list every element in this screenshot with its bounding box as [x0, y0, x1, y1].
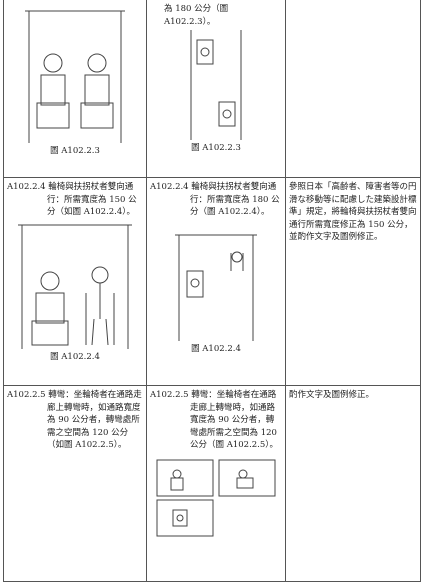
cell-text: 為 180 公分（圖 A102.2.3）。 — [164, 4, 229, 27]
cell: A102.2.4 輪椅與扶拐杖者雙向通行：所需寬度為 180 公分（圖 A102… — [146, 177, 286, 386]
cell: 酌作文字及圖例修正。 — [285, 385, 421, 582]
figure — [25, 10, 125, 143]
cell-text: 酌作文字及圖例修正。 — [289, 390, 375, 400]
figure — [175, 234, 257, 341]
figure-caption: 圖 A102.2.3 — [50, 146, 100, 156]
figure — [156, 459, 276, 536]
cell-text: A102.2.4 輪椅與扶拐杖者雙向通行：所需寬度為 150 公分（如圖 A10… — [7, 182, 137, 217]
figure-caption: 圖 A102.2.3 — [191, 143, 241, 153]
cell: 參照日本「高齢者、障害者等の円滑な移動等に配慮した建築設計標準」規定，將輪椅與扶… — [285, 177, 421, 386]
cell: A102.2.4 輪椅與扶拐杖者雙向通行：所需寬度為 150 公分（如圖 A10… — [3, 177, 147, 386]
figure — [18, 224, 132, 349]
figure-caption: 圖 A102.2.4 — [50, 351, 100, 362]
cell: A102.2.5 轉彎：坐輪椅者在通路走廊上轉彎時，如通路寬度為 90 公分者，… — [146, 385, 286, 582]
cell: 為 180 公分（圖 A102.2.3）。 圖 A102.2.3 — [146, 0, 286, 178]
cell-text: 參照日本「高齢者、障害者等の円滑な移動等に配慮した建築設計標準」規定，將輪椅與扶… — [289, 182, 417, 242]
cell: A102.2.5 轉彎：坐輪椅者在通路走廊上轉彎時，如通路寬度為 90 公分者，… — [3, 385, 147, 582]
cell-text: A102.2.5 轉彎：坐輪椅者在通路走廊上轉彎時，如通路寬度為 90 公分者，… — [150, 390, 279, 450]
cell-text: A102.2.4 輪椅與扶拐杖者雙向通行：所需寬度為 180 公分（圖 A102… — [150, 182, 280, 217]
cell — [285, 0, 421, 178]
comparison-table: 圖 A102.2.3 為 180 公分（圖 A102.2.3）。 圖 A102.… — [3, 0, 421, 582]
figure — [190, 30, 242, 140]
figure-caption: 圖 A102.2.4 — [191, 343, 241, 354]
cell-text: A102.2.5 轉彎：坐輪椅者在通路走廊上轉彎時，如通路寬度為 90 公分者，… — [7, 390, 142, 450]
cell: 圖 A102.2.3 — [3, 0, 147, 178]
